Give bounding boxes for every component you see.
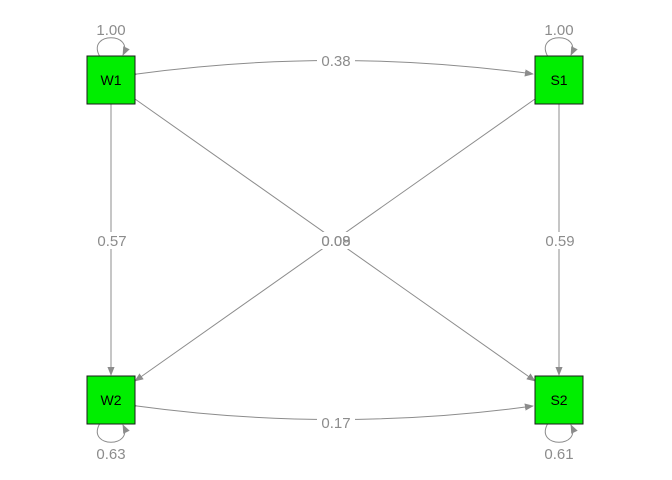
variance-loop-w1 — [96, 37, 130, 64]
variance-w1-label: 1.00 — [96, 22, 125, 39]
node-w1: W1 — [86, 55, 136, 105]
variance-s2-label: 0.61 — [544, 446, 573, 463]
covariance-w1-s1-label: 0.38 — [321, 53, 350, 70]
node-s2-label: S2 — [550, 392, 567, 408]
node-w1-label: W1 — [101, 72, 122, 88]
path-s1-s2-label: 0.59 — [545, 233, 574, 250]
path-w1-w2-label: 0.57 — [97, 233, 126, 250]
node-w2: W2 — [86, 375, 136, 425]
node-s2: S2 — [534, 375, 584, 425]
node-s1-label: S1 — [550, 72, 567, 88]
variance-loop-s2 — [544, 416, 578, 443]
path-w1-s2-label: 0.09 — [321, 233, 350, 250]
variance-w2-label: 0.63 — [96, 446, 125, 463]
variance-loop-s1 — [544, 37, 578, 64]
variance-s1-label: 1.00 — [544, 22, 573, 39]
node-w2-label: W2 — [101, 392, 122, 408]
path-s1-w2-label: 0.08 — [321, 233, 350, 250]
node-s1: S1 — [534, 55, 584, 105]
variance-loop-w2 — [96, 416, 130, 443]
covariance-w2-s2-label: 0.17 — [321, 415, 350, 432]
